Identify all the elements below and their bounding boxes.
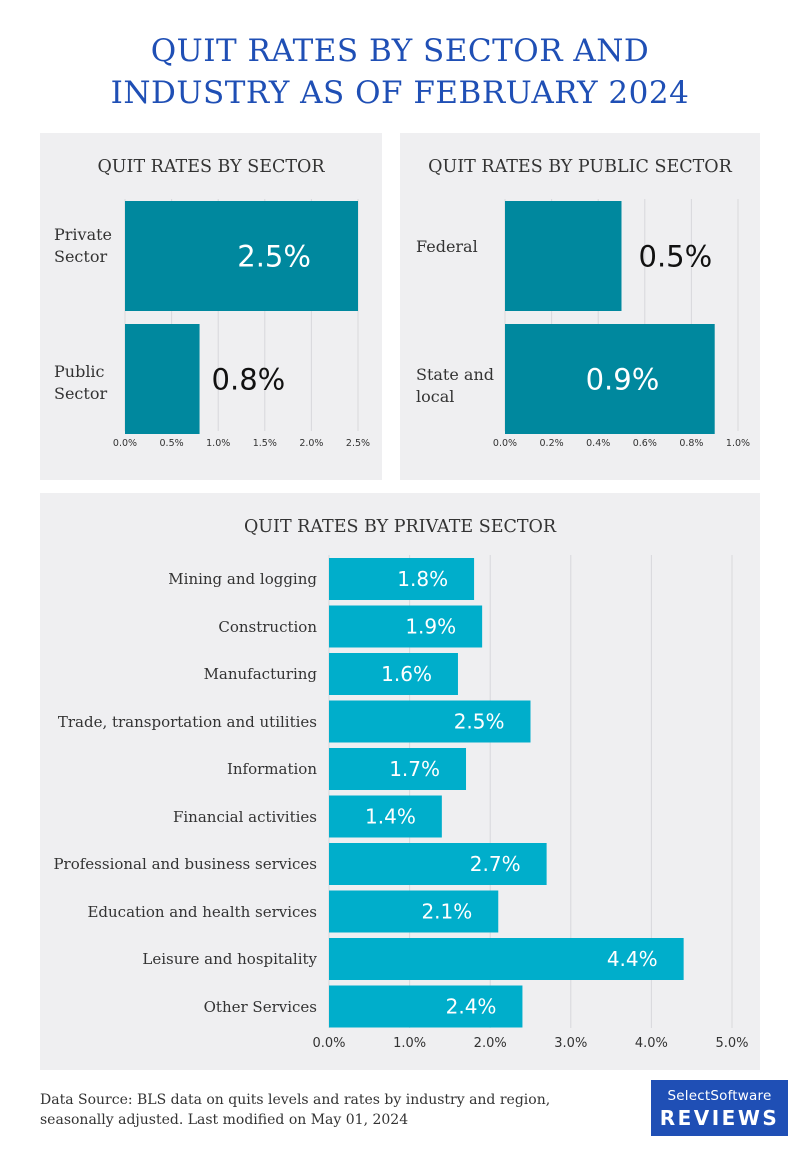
bar-value-label: 2.7% (470, 852, 521, 876)
x-tick-label: 1.0% (726, 438, 750, 449)
sector-chart-title: QUIT RATES BY SECTOR (97, 157, 325, 177)
public-sector-bar-chart: 0.0% 0.2% 0.4% 0.6% 0.8% 1.0% 0.5% 0.9% (493, 199, 750, 449)
bar-value-label: 0.9% (586, 362, 660, 396)
bar-value-label: 1.9% (405, 615, 456, 639)
public-sector-chart-title: QUIT RATES BY PUBLIC SECTOR (428, 157, 732, 177)
x-tick-label: 0.8% (679, 438, 703, 449)
category-label: Information (226, 760, 317, 778)
category-label: Education and health services (87, 902, 317, 921)
x-tick-label: 1.5% (253, 438, 277, 449)
category-label: Leisure and hospitality (142, 950, 317, 968)
data-source-line2: seasonally adjusted. Last modified on Ma… (40, 1112, 409, 1128)
category-label-state-local: State and local (416, 364, 494, 408)
x-tick-label: 0.4% (586, 438, 610, 449)
category-label-public: Public Sector (54, 361, 107, 405)
category-label-line: Sector (54, 384, 108, 403)
x-tick-label: 5.0% (715, 1036, 748, 1051)
category-label-line: Federal (416, 237, 478, 256)
x-tick-label: 2.5% (346, 438, 370, 449)
sector-chart-panel: QUIT RATES BY SECTOR Private Sector Publ… (40, 133, 382, 480)
data-source-line1: Data Source: BLS data on quits levels an… (40, 1092, 551, 1108)
page-title: QUIT RATES BY SECTOR AND INDUSTRY AS OF … (0, 30, 800, 114)
x-tick-label: 1.0% (393, 1036, 426, 1051)
x-tick-label: 1.0% (206, 438, 230, 449)
x-tick-label: 0.0% (312, 1036, 345, 1051)
bar (329, 843, 547, 885)
sector-bar-chart: 0.0% 0.5% 1.0% 1.5% 2.0% 2.5% 2.5% 0.8% (113, 199, 370, 449)
category-label-line: State and (416, 365, 494, 384)
bar (329, 985, 523, 1028)
x-tick-label: 2.0% (299, 438, 323, 449)
category-label: Construction (218, 617, 317, 636)
bar (329, 795, 442, 838)
x-tick-label: 4.0% (635, 1036, 668, 1051)
x-tick-label: 0.0% (493, 438, 517, 449)
private-sector-chart-title: QUIT RATES BY PRIVATE SECTOR (243, 517, 557, 537)
bar-value-label: 1.7% (389, 757, 440, 781)
page-title-line1: QUIT RATES BY SECTOR AND (150, 33, 650, 69)
x-tick-label: 3.0% (554, 1036, 587, 1051)
bar (329, 700, 531, 743)
category-label-line: Public (54, 362, 105, 381)
x-tick-label: 0.6% (633, 438, 657, 449)
category-label-federal: Federal (416, 236, 478, 258)
category-label-line: Private (54, 225, 113, 244)
bar (505, 324, 715, 434)
page-title-line2: INDUSTRY AS OF FEBRUARY 2024 (110, 75, 690, 111)
bar-value-label: 2.1% (421, 900, 472, 924)
category-label-private: Private Sector (54, 224, 112, 268)
bar-value-label: 1.6% (381, 662, 432, 686)
x-tick-label: 2.0% (474, 1036, 507, 1051)
bar (125, 201, 358, 311)
bar-value-label: 2.5% (454, 710, 505, 734)
bar-value-label: 4.4% (607, 947, 658, 971)
bar (505, 201, 622, 311)
private-sector-bar-chart: 0.0% 1.0% 2.0% 3.0% 4.0% 5.0% 1.8% 1.9% 1.6% 2.5%… (312, 555, 749, 1051)
category-label: Manufacturing (203, 665, 317, 683)
logo-line1: SelectSoftware (667, 1088, 772, 1104)
bar-value-label: 2.4% (446, 995, 497, 1019)
bar (329, 890, 499, 933)
x-tick-label: 0.2% (540, 438, 564, 449)
category-label-line: Sector (54, 247, 108, 266)
category-label: Professional and business services (53, 855, 317, 873)
logo-line2: REVIEWS (659, 1106, 780, 1130)
bar-value-label: 0.8% (212, 362, 286, 396)
bar-value-label: 0.5% (639, 239, 713, 273)
public-sector-chart-panel: QUIT RATES BY PUBLIC SECTOR Federal Stat… (400, 133, 760, 480)
data-source-note: Data Source: BLS data on quits levels an… (40, 1090, 620, 1130)
category-label: Trade, transportation and utilities (57, 712, 317, 731)
bar (125, 324, 200, 434)
bar (329, 558, 475, 600)
bar (329, 653, 458, 695)
category-label: Mining and logging (168, 570, 317, 588)
category-label-line: local (416, 387, 455, 406)
bar-value-label: 2.5% (237, 239, 311, 273)
selectsoftware-reviews-logo[interactable]: SelectSoftware REVIEWS (651, 1080, 788, 1136)
category-label: Financial activities (172, 807, 317, 826)
bar-value-label: 1.4% (365, 805, 416, 829)
bar-value-label: 1.8% (397, 567, 448, 591)
bar (329, 605, 483, 648)
bar (329, 748, 467, 790)
x-tick-label: 0.0% (113, 438, 137, 449)
category-label: Other Services (203, 997, 317, 1016)
private-sector-chart-panel: QUIT RATES BY PRIVATE SECTOR Mining and … (40, 493, 760, 1070)
bar (329, 938, 684, 980)
x-tick-label: 0.5% (160, 438, 184, 449)
